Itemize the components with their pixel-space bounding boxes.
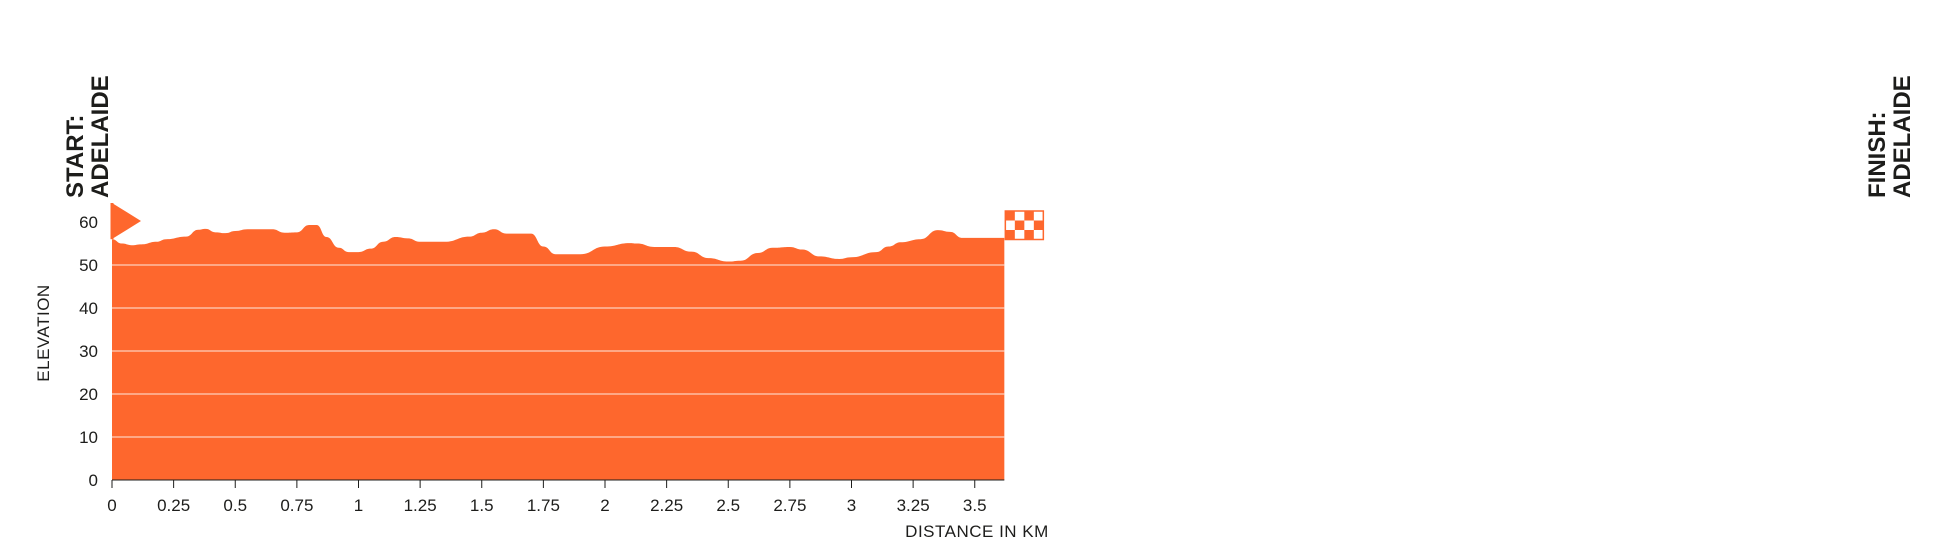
start-flag-icon	[112, 203, 141, 239]
markers	[110, 203, 1045, 241]
x-tick-label: 3.25	[897, 496, 930, 515]
x-tick-label: 1.5	[470, 496, 494, 515]
x-axis-title: DISTANCE IN KM	[905, 522, 1049, 541]
finish-flag-square	[1014, 220, 1025, 230]
x-tick-label: 0.75	[280, 496, 313, 515]
start-label-line2: ADELAIDE	[87, 75, 114, 198]
x-tick-label: 1.25	[404, 496, 437, 515]
y-tick-label: 60	[79, 213, 98, 232]
x-tick-label: 2	[600, 496, 609, 515]
x-axis-ticks: 0 0.25 0.5 0.75 1 1.25 1.5 1.75 2 2.25 2.5 2.75 3 3.2…	[107, 480, 987, 515]
finish-label-line2: ADELAIDE	[1889, 75, 1916, 198]
finish-flag-square	[1005, 211, 1015, 221]
x-tick-label: 1	[354, 496, 363, 515]
start-label: START: ADELAIDE	[62, 75, 114, 198]
y-tick-label: 0	[89, 471, 98, 490]
y-tick-label: 50	[79, 256, 98, 275]
x-tick-label: 0	[107, 496, 116, 515]
gridlines	[112, 221, 1005, 481]
x-tick-label: 0.5	[223, 496, 247, 515]
finish-flag-square	[1024, 211, 1034, 221]
start-label-line1: START:	[62, 114, 89, 198]
finish-flag-square	[1024, 230, 1034, 240]
y-axis-title: ELEVATION	[34, 284, 53, 381]
plot-area	[112, 225, 1005, 480]
x-tick-label: 2.25	[650, 496, 683, 515]
finish-label-line1: FINISH:	[1864, 111, 1891, 198]
x-tick-label: 2.5	[716, 496, 740, 515]
finish-flag-square	[1005, 230, 1015, 240]
y-tick-label: 30	[79, 342, 98, 361]
x-tick-label: 0.25	[157, 496, 190, 515]
x-tick-label: 3	[847, 496, 856, 515]
y-tick-label: 10	[79, 428, 98, 447]
finish-flag-square	[1033, 220, 1044, 230]
x-tick-label: 1.75	[527, 496, 560, 515]
x-tick-label: 3.5	[963, 496, 987, 515]
x-tick-label: 2.75	[773, 496, 806, 515]
finish-flag-icon	[1004, 210, 1045, 241]
y-tick-label: 20	[79, 385, 98, 404]
y-axis-ticks: 0 10 20 30 40 50 60	[79, 213, 98, 490]
y-tick-label: 40	[79, 299, 98, 318]
elevation-area	[112, 225, 1005, 480]
finish-label: FINISH: ADELAIDE	[1864, 75, 1916, 198]
